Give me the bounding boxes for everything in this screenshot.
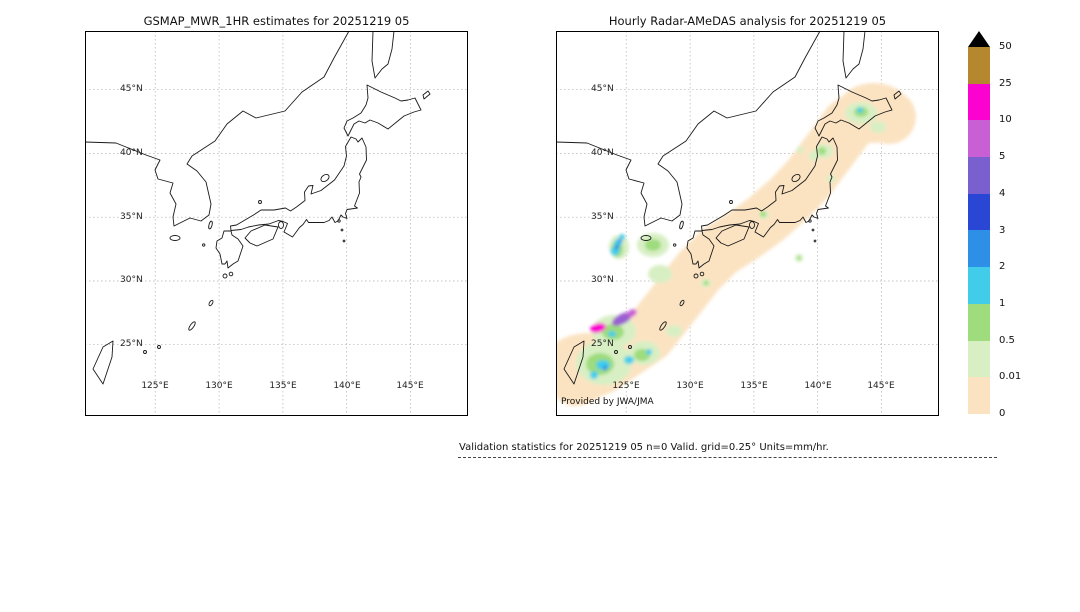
precip-blob <box>612 312 632 326</box>
lon-tick: 130°E <box>205 381 233 391</box>
map-border <box>85 31 468 416</box>
validation-caption: Validation statistics for 20251219 05 n=… <box>459 442 829 453</box>
lon-tick: 140°E <box>333 381 361 391</box>
radar-amedas-map-panel: 45°N 40°N 35°N 30°N 25°N 125°E 130°E 135… <box>556 31 939 416</box>
lat-tick: 30°N <box>591 275 614 285</box>
colorbar-segment <box>968 340 990 378</box>
lat-tick: 30°N <box>120 275 143 285</box>
colorbar-tick: 1 <box>999 298 1006 309</box>
colorbar-segment <box>968 193 990 231</box>
colorbar-tick: 4 <box>999 188 1006 199</box>
lat-tick: 35°N <box>591 212 614 222</box>
colorbar-tick: 3 <box>999 225 1006 236</box>
lon-tick: 145°E <box>867 381 895 391</box>
lon-tick: 130°E <box>676 381 704 391</box>
data-credit: Provided by JWA/JMA <box>561 397 654 407</box>
colorbar-segment <box>968 267 990 304</box>
lon-tick: 125°E <box>141 381 169 391</box>
precip-blob <box>627 309 637 317</box>
precip-blob <box>590 323 606 333</box>
map-border <box>556 31 939 416</box>
colorbar-tick: 0.01 <box>999 371 1022 382</box>
colorbar-segment <box>968 83 990 121</box>
precipitation-overlay <box>556 83 916 406</box>
colorbar-segment <box>968 157 990 194</box>
colorbar-tick: 0.5 <box>999 335 1015 346</box>
lat-tick: 40°N <box>120 148 143 158</box>
lon-tick: 125°E <box>612 381 640 391</box>
colorbar-over-triangle <box>968 31 990 47</box>
colorbar-tick: 25 <box>999 78 1012 89</box>
lat-tick: 35°N <box>120 212 143 222</box>
colorbar-segment <box>968 120 990 158</box>
lat-tick: 25°N <box>120 339 143 349</box>
right-panel-title: Hourly Radar-AMeDAS analysis for 2025121… <box>608 14 887 28</box>
radar-amedas-map <box>556 31 939 416</box>
colorbar-tick: 5 <box>999 151 1006 162</box>
lon-tick: 135°E <box>269 381 297 391</box>
precip-colorbar <box>968 31 990 414</box>
lat-tick: 25°N <box>591 339 614 349</box>
caption-dashed-rule <box>458 457 997 458</box>
lon-tick: 135°E <box>740 381 768 391</box>
left-panel-title: GSMAP_MWR_1HR estimates for 20251219 05 <box>143 14 410 28</box>
gsmap-map <box>85 31 468 416</box>
colorbar-segment <box>968 230 990 268</box>
colorbar-tick: 0 <box>999 408 1006 419</box>
lat-tick: 45°N <box>591 84 614 94</box>
lon-tick: 140°E <box>804 381 832 391</box>
lat-tick: 40°N <box>591 148 614 158</box>
lon-tick: 145°E <box>396 381 424 391</box>
colorbar-tick: 50 <box>999 41 1012 52</box>
colorbar-segment <box>968 303 990 341</box>
colorbar-segment <box>968 377 990 414</box>
colorbar-tick: 10 <box>999 114 1012 125</box>
lat-tick: 45°N <box>120 84 143 94</box>
colorbar-tick: 2 <box>999 261 1006 272</box>
gsmap-map-panel: 45°N 40°N 35°N 30°N 25°N 125°E 130°E 135… <box>85 31 468 416</box>
colorbar-segment <box>968 47 990 84</box>
